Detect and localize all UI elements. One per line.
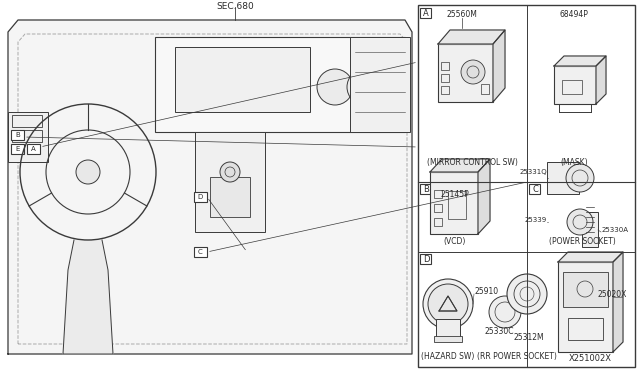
Text: E: E [15, 146, 20, 152]
Circle shape [220, 162, 240, 182]
Bar [418, 5, 635, 367]
Polygon shape [478, 159, 490, 234]
Circle shape [76, 160, 100, 184]
Text: (RR POWER SOCKET): (RR POWER SOCKET) [477, 352, 557, 361]
Bar [434, 204, 442, 212]
Circle shape [423, 279, 473, 329]
Bar [558, 262, 613, 352]
Bar [420, 254, 431, 264]
Text: 25020X: 25020X [598, 290, 627, 299]
Bar [481, 84, 489, 94]
Polygon shape [596, 56, 606, 104]
Text: D: D [423, 254, 429, 263]
Bar [194, 192, 207, 202]
Bar [582, 212, 598, 247]
Text: (MIRROR CONTROL SW): (MIRROR CONTROL SW) [427, 157, 517, 167]
Bar [175, 47, 310, 112]
Bar [430, 172, 478, 234]
Bar [195, 132, 265, 232]
Polygon shape [558, 252, 623, 262]
Bar [568, 318, 603, 340]
Bar [448, 191, 466, 219]
Circle shape [317, 69, 353, 105]
Polygon shape [493, 30, 505, 102]
Text: 25910: 25910 [475, 287, 499, 296]
Text: 68494P: 68494P [559, 10, 588, 19]
Bar [547, 162, 579, 194]
Bar [27, 144, 40, 154]
Text: B: B [15, 132, 20, 138]
Text: 25330C: 25330C [484, 327, 514, 336]
Bar [194, 247, 207, 257]
Bar [12, 130, 42, 142]
Text: C: C [532, 185, 538, 193]
Circle shape [507, 274, 547, 314]
Polygon shape [63, 240, 113, 354]
Bar [434, 190, 442, 198]
Bar [11, 130, 24, 140]
Circle shape [489, 296, 521, 328]
Bar [438, 44, 493, 102]
Text: B: B [423, 185, 429, 193]
Bar [210, 177, 250, 217]
Bar [350, 37, 410, 132]
Bar [11, 144, 24, 154]
Polygon shape [430, 159, 490, 172]
Circle shape [461, 60, 485, 84]
Circle shape [566, 164, 594, 192]
Text: A: A [31, 146, 36, 152]
Text: C: C [198, 249, 203, 255]
Polygon shape [613, 252, 623, 352]
Bar [441, 86, 449, 94]
Text: SEC.680: SEC.680 [216, 2, 254, 11]
Bar [12, 115, 42, 127]
Bar [436, 319, 460, 337]
Bar [420, 8, 431, 18]
Text: 25312M: 25312M [514, 333, 544, 342]
Bar [434, 218, 442, 226]
Text: 25560M: 25560M [447, 10, 477, 19]
Bar [441, 74, 449, 82]
Bar [554, 66, 596, 104]
Text: 25330A: 25330A [602, 227, 629, 233]
Circle shape [347, 69, 383, 105]
Bar [8, 112, 48, 162]
Text: 25145P: 25145P [440, 190, 469, 199]
Text: (HAZARD SW): (HAZARD SW) [421, 352, 475, 361]
Text: A: A [423, 9, 429, 17]
Polygon shape [554, 56, 606, 66]
Text: X251002X: X251002X [568, 354, 611, 363]
Bar [420, 184, 431, 194]
Text: (VCD): (VCD) [444, 237, 466, 246]
Bar [434, 336, 462, 342]
Polygon shape [8, 20, 412, 354]
Text: 25339: 25339 [525, 217, 547, 223]
Circle shape [428, 284, 468, 324]
Text: D: D [198, 194, 203, 200]
Bar [155, 37, 405, 132]
Text: 25331Q: 25331Q [520, 169, 547, 175]
Bar [563, 272, 608, 307]
Text: (MASK): (MASK) [560, 157, 588, 167]
Text: (POWER SOCKET): (POWER SOCKET) [548, 237, 616, 246]
Bar [441, 62, 449, 70]
Bar [529, 184, 541, 194]
Bar [562, 80, 582, 94]
Circle shape [567, 209, 593, 235]
Polygon shape [438, 30, 505, 44]
